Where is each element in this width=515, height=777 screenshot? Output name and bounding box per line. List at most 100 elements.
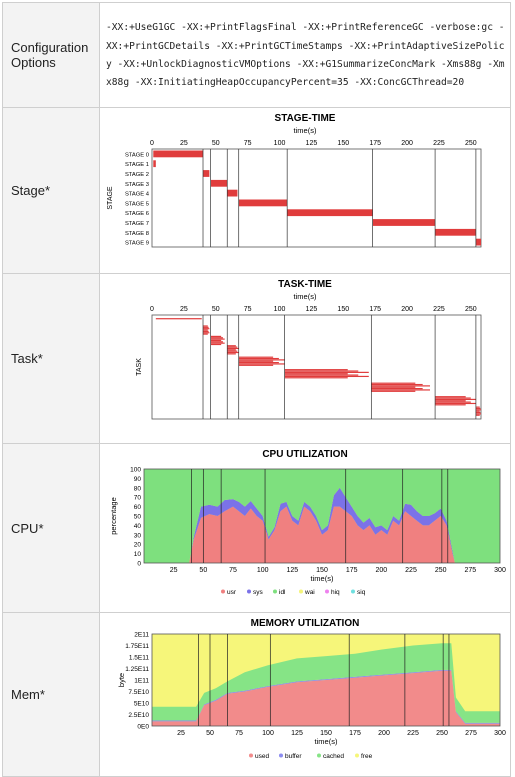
task-time-chart: TASK-TIME time(s) 0 25 50 75 100 125 150 175 200 22… — [136, 279, 482, 420]
legend-label: used — [255, 753, 269, 760]
x-tick-label: 75 — [244, 306, 252, 313]
x-tick-label: 225 — [433, 306, 445, 313]
task-bar — [203, 329, 208, 331]
x-axis-label: time(s) — [294, 292, 317, 301]
task-bar — [475, 406, 480, 408]
legend-swatch-usr — [221, 589, 225, 594]
plot-area — [151, 148, 482, 248]
task-bar — [238, 363, 285, 365]
task-bar — [371, 389, 430, 391]
legend-label: siq — [357, 589, 366, 596]
y-tick-label: 7.5E10 — [128, 689, 149, 696]
y-tick-label: STAGE 1 — [125, 162, 149, 168]
task-bar — [371, 382, 416, 384]
y-tick-label: 50 — [134, 514, 142, 521]
row-label-stage: Stage* — [2, 107, 100, 274]
y-tick-label: 100 — [130, 467, 141, 474]
y-tick-label: 70 — [134, 495, 142, 502]
task-bar — [203, 332, 210, 334]
chart-title: MEMORY UTILIZATION — [251, 618, 360, 629]
y-tick-label: STAGE 5 — [125, 201, 149, 207]
x-tick-label: 200 — [401, 140, 413, 147]
y-tick-label: 60 — [134, 504, 142, 511]
x-tick-label: 175 — [346, 567, 358, 574]
area-used — [152, 670, 500, 726]
task-bar — [284, 375, 369, 378]
x-tick-label: 75 — [235, 730, 243, 737]
legend-swatch-wai — [299, 589, 303, 594]
task-bar — [284, 377, 348, 379]
task-bar — [210, 341, 223, 343]
task-bar — [227, 345, 236, 347]
x-tick-label: 225 — [433, 140, 445, 147]
x-tick-label: 25 — [177, 730, 185, 737]
task-bar — [284, 374, 359, 376]
y-tick-label: STAGE 3 — [125, 182, 149, 188]
x-tick-label: 250 — [436, 730, 448, 737]
task-bar — [238, 362, 279, 364]
x-axis-label: time(s) — [311, 574, 334, 583]
task-bar — [210, 343, 222, 346]
x-tick-label: 250 — [465, 140, 477, 147]
legend-swatch-hiq — [325, 589, 329, 594]
legend-label: cached — [323, 753, 344, 760]
y-axis-label: TASK — [136, 358, 143, 376]
x-tick-label: 200 — [378, 730, 390, 737]
task-bar — [435, 398, 476, 401]
stage-bar — [238, 199, 288, 207]
plot-border — [151, 633, 501, 727]
stage-bar — [210, 179, 228, 187]
stage-time-chart: STAGE-TIME time(s) 0 25 50 75 100 125 150 175 200 2… — [107, 113, 482, 248]
y-tick-label: 90 — [134, 476, 142, 483]
x-tick-label: 100 — [274, 140, 286, 147]
legend-swatch-buffer — [279, 753, 283, 758]
stage-bar — [153, 160, 156, 168]
x-tick-label: 275 — [465, 730, 477, 737]
y-axis-label: byte — [117, 673, 126, 687]
stage-bar — [372, 219, 436, 226]
area-sys — [144, 487, 500, 563]
x-tick-label: 25 — [180, 140, 188, 147]
x-tick-label: 225 — [407, 730, 419, 737]
task-bar — [210, 335, 222, 337]
y-tick-label: 1.5E11 — [129, 655, 150, 662]
x-tick-label: 50 — [206, 730, 214, 737]
x-tick-label: 75 — [229, 567, 237, 574]
stage-bar — [475, 238, 481, 246]
task-bar — [210, 338, 225, 340]
legend-label: usr — [227, 589, 237, 596]
x-tick-label: 200 — [401, 306, 413, 313]
x-tick-label: 25 — [180, 306, 188, 313]
task-bar — [210, 337, 223, 339]
x-tick-label: 125 — [291, 730, 303, 737]
legend-swatch-free — [355, 753, 359, 758]
config-options-text: -XX:+UseG1GC -XX:+PrintFlagsFinal -XX:+P… — [99, 2, 511, 108]
task-bar — [435, 400, 466, 402]
chart-title: STAGE-TIME — [275, 113, 336, 124]
y-tick-label: 40 — [134, 523, 142, 530]
memory-utilization-chart: MEMORY UTILIZATION 25 50 75 100 125 150 175 200 2… — [117, 618, 506, 760]
x-tick-label: 25 — [170, 567, 178, 574]
task-bar — [435, 396, 466, 398]
y-tick-label: 20 — [134, 542, 142, 549]
x-tick-label: 175 — [369, 140, 381, 147]
area-buffer — [152, 669, 500, 724]
legend-label: idl — [279, 589, 286, 596]
legend-swatch-sys — [247, 589, 251, 594]
task-bar — [435, 404, 466, 406]
x-tick-label: 75 — [244, 140, 252, 147]
task-bar — [238, 356, 274, 358]
task-bar — [227, 347, 239, 350]
task-bar — [371, 390, 416, 392]
task-bar — [371, 385, 430, 387]
task-bar — [203, 333, 208, 335]
x-tick-label: 150 — [337, 306, 349, 313]
plot-border — [143, 468, 501, 564]
chart-title: CPU UTILIZATION — [262, 449, 347, 460]
area-cached — [152, 643, 500, 723]
y-tick-label: STAGE 7 — [125, 221, 149, 227]
x-tick-label: 125 — [306, 140, 318, 147]
y-tick-label: 1.75E11 — [125, 643, 149, 650]
